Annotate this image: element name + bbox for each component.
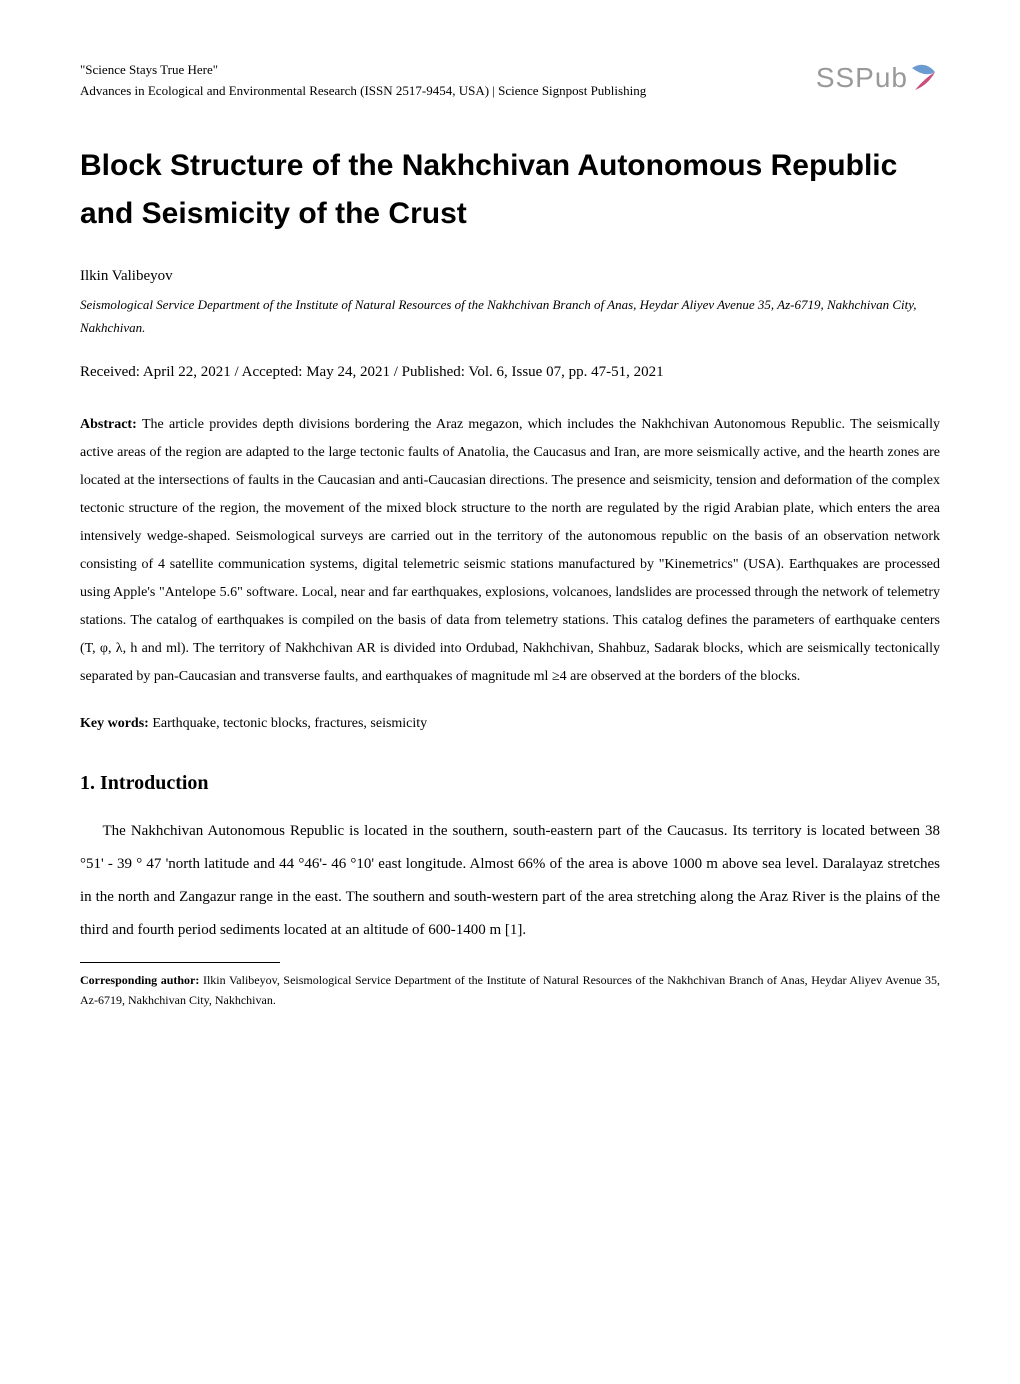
logo-text: SSPub — [816, 62, 908, 94]
keywords-label: Key words: — [80, 716, 152, 731]
footnote-label: Corresponding author: — [80, 973, 203, 987]
keywords-text: Earthquake, tectonic blocks, fractures, … — [152, 716, 427, 731]
footnote-block: Corresponding author: Ilkin Valibeyov, S… — [80, 971, 940, 1009]
introduction-paragraph: The Nakhchivan Autonomous Republic is lo… — [80, 815, 940, 947]
footnote-text: Ilkin Valibeyov, Seismological Service D… — [80, 973, 940, 1006]
section-heading-introduction: 1. Introduction — [80, 772, 940, 795]
author-name: Ilkin Valibeyov — [80, 268, 940, 285]
author-affiliation: Seismological Service Department of the … — [80, 293, 940, 340]
abstract-block: Abstract: The article provides depth div… — [80, 411, 940, 691]
abstract-label: Abstract: — [80, 417, 142, 432]
header-line1: "Science Stays True Here" — [80, 60, 646, 81]
publisher-logo: SSPub — [816, 60, 940, 95]
page-header: "Science Stays True Here" Advances in Ec… — [80, 60, 940, 102]
keywords-block: Key words: Earthquake, tectonic blocks, … — [80, 716, 940, 732]
footnote-divider — [80, 962, 280, 963]
abstract-text: The article provides depth divisions bor… — [80, 417, 940, 684]
publication-dates: Received: April 22, 2021 / Accepted: May… — [80, 364, 940, 381]
header-line2: Advances in Ecological and Environmental… — [80, 81, 646, 102]
logo-mark-icon — [910, 60, 940, 95]
header-text-block: "Science Stays True Here" Advances in Ec… — [80, 60, 646, 102]
paper-title: Block Structure of the Nakhchivan Autono… — [80, 142, 940, 238]
